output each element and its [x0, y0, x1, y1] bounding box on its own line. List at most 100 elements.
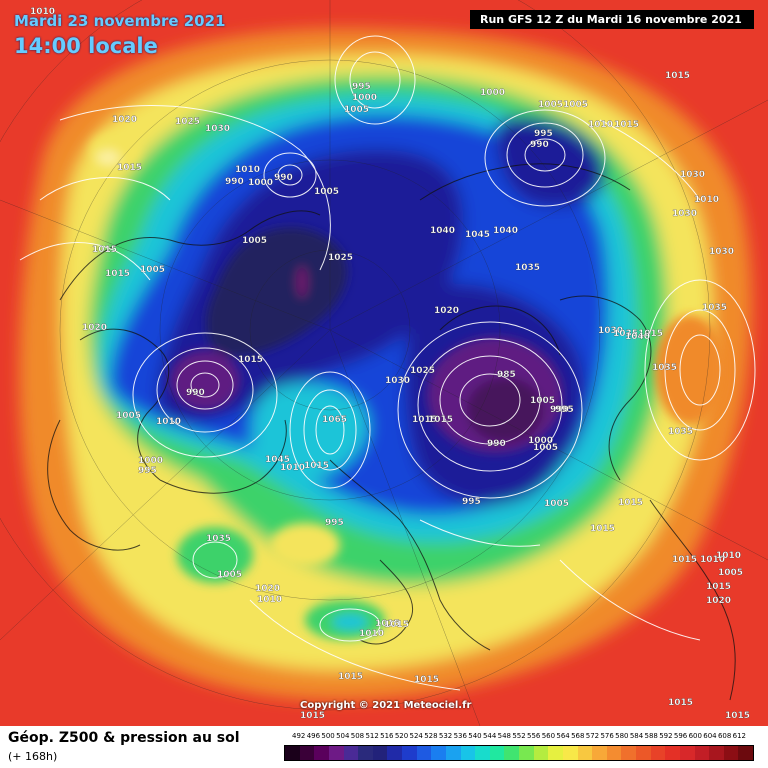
isobar-label: 1035	[515, 263, 540, 273]
color-scale-label: 532	[438, 732, 453, 740]
color-scale-swatch	[665, 746, 680, 760]
isobar-label: 1005	[140, 265, 165, 275]
color-scale-label: 528	[424, 732, 438, 740]
band-purple-pole	[296, 266, 308, 298]
band-purple-siberia-inner	[467, 378, 543, 442]
color-scale-label: 588	[644, 732, 658, 740]
isobar-label: 1020	[706, 596, 731, 606]
isobar-label: 1015	[618, 498, 643, 508]
color-scale-swatch	[416, 746, 432, 760]
isobar-label: 1015	[375, 619, 400, 629]
color-scale-label: 516	[380, 732, 394, 740]
isobar-label: 995	[555, 405, 574, 415]
coastlines	[47, 163, 736, 701]
isobar-label: 1030	[672, 209, 697, 219]
isobar-label: 985	[497, 370, 516, 380]
color-scale-swatch	[328, 746, 344, 760]
color-scale-swatch	[650, 746, 666, 760]
color-scale-label: 576	[600, 732, 614, 740]
isobar-label: 1035	[652, 363, 677, 373]
color-scale-label: 584	[629, 732, 644, 740]
isobar-label: 1005	[217, 570, 242, 580]
isobar-label: 990	[550, 405, 569, 415]
color-scale-label: 568	[571, 732, 585, 740]
color-scale-swatch	[606, 746, 622, 760]
legend-footer: Géop. Z500 & pression au sol (+ 168h) 49…	[0, 726, 768, 768]
isobar-label: 1035	[613, 329, 638, 339]
isobar-label: 995	[325, 518, 344, 528]
color-scale-label: 552	[512, 732, 526, 740]
color-scale-label: 580	[615, 732, 629, 740]
isobar-label: 1035	[206, 534, 231, 544]
isobar-label: 1005	[533, 443, 558, 453]
color-scale-swatch	[738, 746, 753, 760]
isobar-label: 1015	[300, 711, 325, 721]
isobar-label: 1020	[255, 584, 280, 594]
isobar-label: 1015	[614, 120, 639, 130]
isobar-label: 1010	[694, 195, 719, 205]
band-purple-canada	[170, 350, 240, 410]
isobar-label: 1010	[588, 120, 613, 130]
isobar-label: 1040	[430, 226, 455, 236]
color-scale-label: 520	[394, 732, 409, 740]
isobar-label: 1015	[92, 245, 117, 255]
isobar-label: 1025	[328, 253, 353, 263]
isobar-label: 1000	[248, 178, 273, 188]
isobar-label: 990	[274, 173, 293, 183]
isobar-label: 1010	[716, 551, 741, 561]
isobar-label: 1015	[668, 698, 693, 708]
color-scale-label: 504	[336, 732, 350, 740]
forecast-local-time: 14:00 locale	[14, 34, 158, 58]
isobar-label: 1020	[82, 323, 107, 333]
isobar-label: 1000	[138, 456, 163, 466]
color-scale-swatch	[519, 746, 534, 760]
isobar-label: 1010	[700, 555, 725, 565]
isobar-label: 1015	[384, 620, 409, 630]
color-scale-swatch	[314, 746, 329, 760]
isobar-label: 990	[186, 388, 205, 398]
isobar-label: 1045	[265, 455, 290, 465]
color-scale-label: 612	[732, 732, 746, 740]
forecast-lead-time: (+ 168h)	[8, 750, 58, 763]
color-scale-swatch	[592, 746, 607, 760]
isobar-label: 990	[487, 439, 506, 449]
isobar-label: 1015	[590, 524, 615, 534]
isobar-label: 1025	[410, 366, 435, 376]
color-scale-swatch	[548, 746, 563, 760]
color-scale-swatch	[402, 746, 417, 760]
color-scale-swatch	[679, 746, 695, 760]
color-scale-label: 500	[321, 732, 335, 740]
isobar-label: 1045	[465, 230, 490, 240]
isobar-label: 1015	[665, 71, 690, 81]
isobar-label: 1040	[493, 226, 518, 236]
isobar-label: 1065	[322, 415, 347, 425]
isobar-label: 1015	[338, 672, 363, 682]
isobar-label: 1030	[680, 170, 705, 180]
isobar-label: 1005	[344, 105, 369, 115]
color-scale-label: 572	[585, 732, 600, 740]
isobar-label: 1015	[117, 163, 142, 173]
isobar-label: 1015	[238, 355, 263, 365]
isobar-label: 1010	[156, 417, 181, 427]
band-cyan-atlantic	[251, 382, 369, 482]
isobar-label: 1005	[314, 187, 339, 197]
isobar-label: 1010	[359, 629, 384, 639]
isobar-label: 1030	[385, 376, 410, 386]
color-scale-swatch	[694, 746, 710, 760]
isobar-label: 1010	[235, 165, 260, 175]
graticule	[0, 0, 768, 726]
color-scale-label: 604	[703, 732, 717, 740]
color-scale-label: 512	[365, 732, 379, 740]
color-scale-label: 592	[659, 732, 673, 740]
isobar-label: 1005	[116, 411, 141, 421]
isobar-label: 1025	[175, 117, 200, 127]
color-scale-bar	[284, 745, 754, 761]
color-scale-swatch	[358, 746, 373, 760]
isobar-label: 1015	[414, 675, 439, 685]
color-scale-swatch	[431, 746, 446, 760]
copyright-notice: Copyright © 2021 Meteociel.fr	[300, 700, 472, 711]
isobar-label: 1015	[725, 711, 750, 721]
isobar-label: 1010	[280, 463, 305, 473]
forecast-date: Mardi 23 novembre 2021	[14, 12, 226, 30]
